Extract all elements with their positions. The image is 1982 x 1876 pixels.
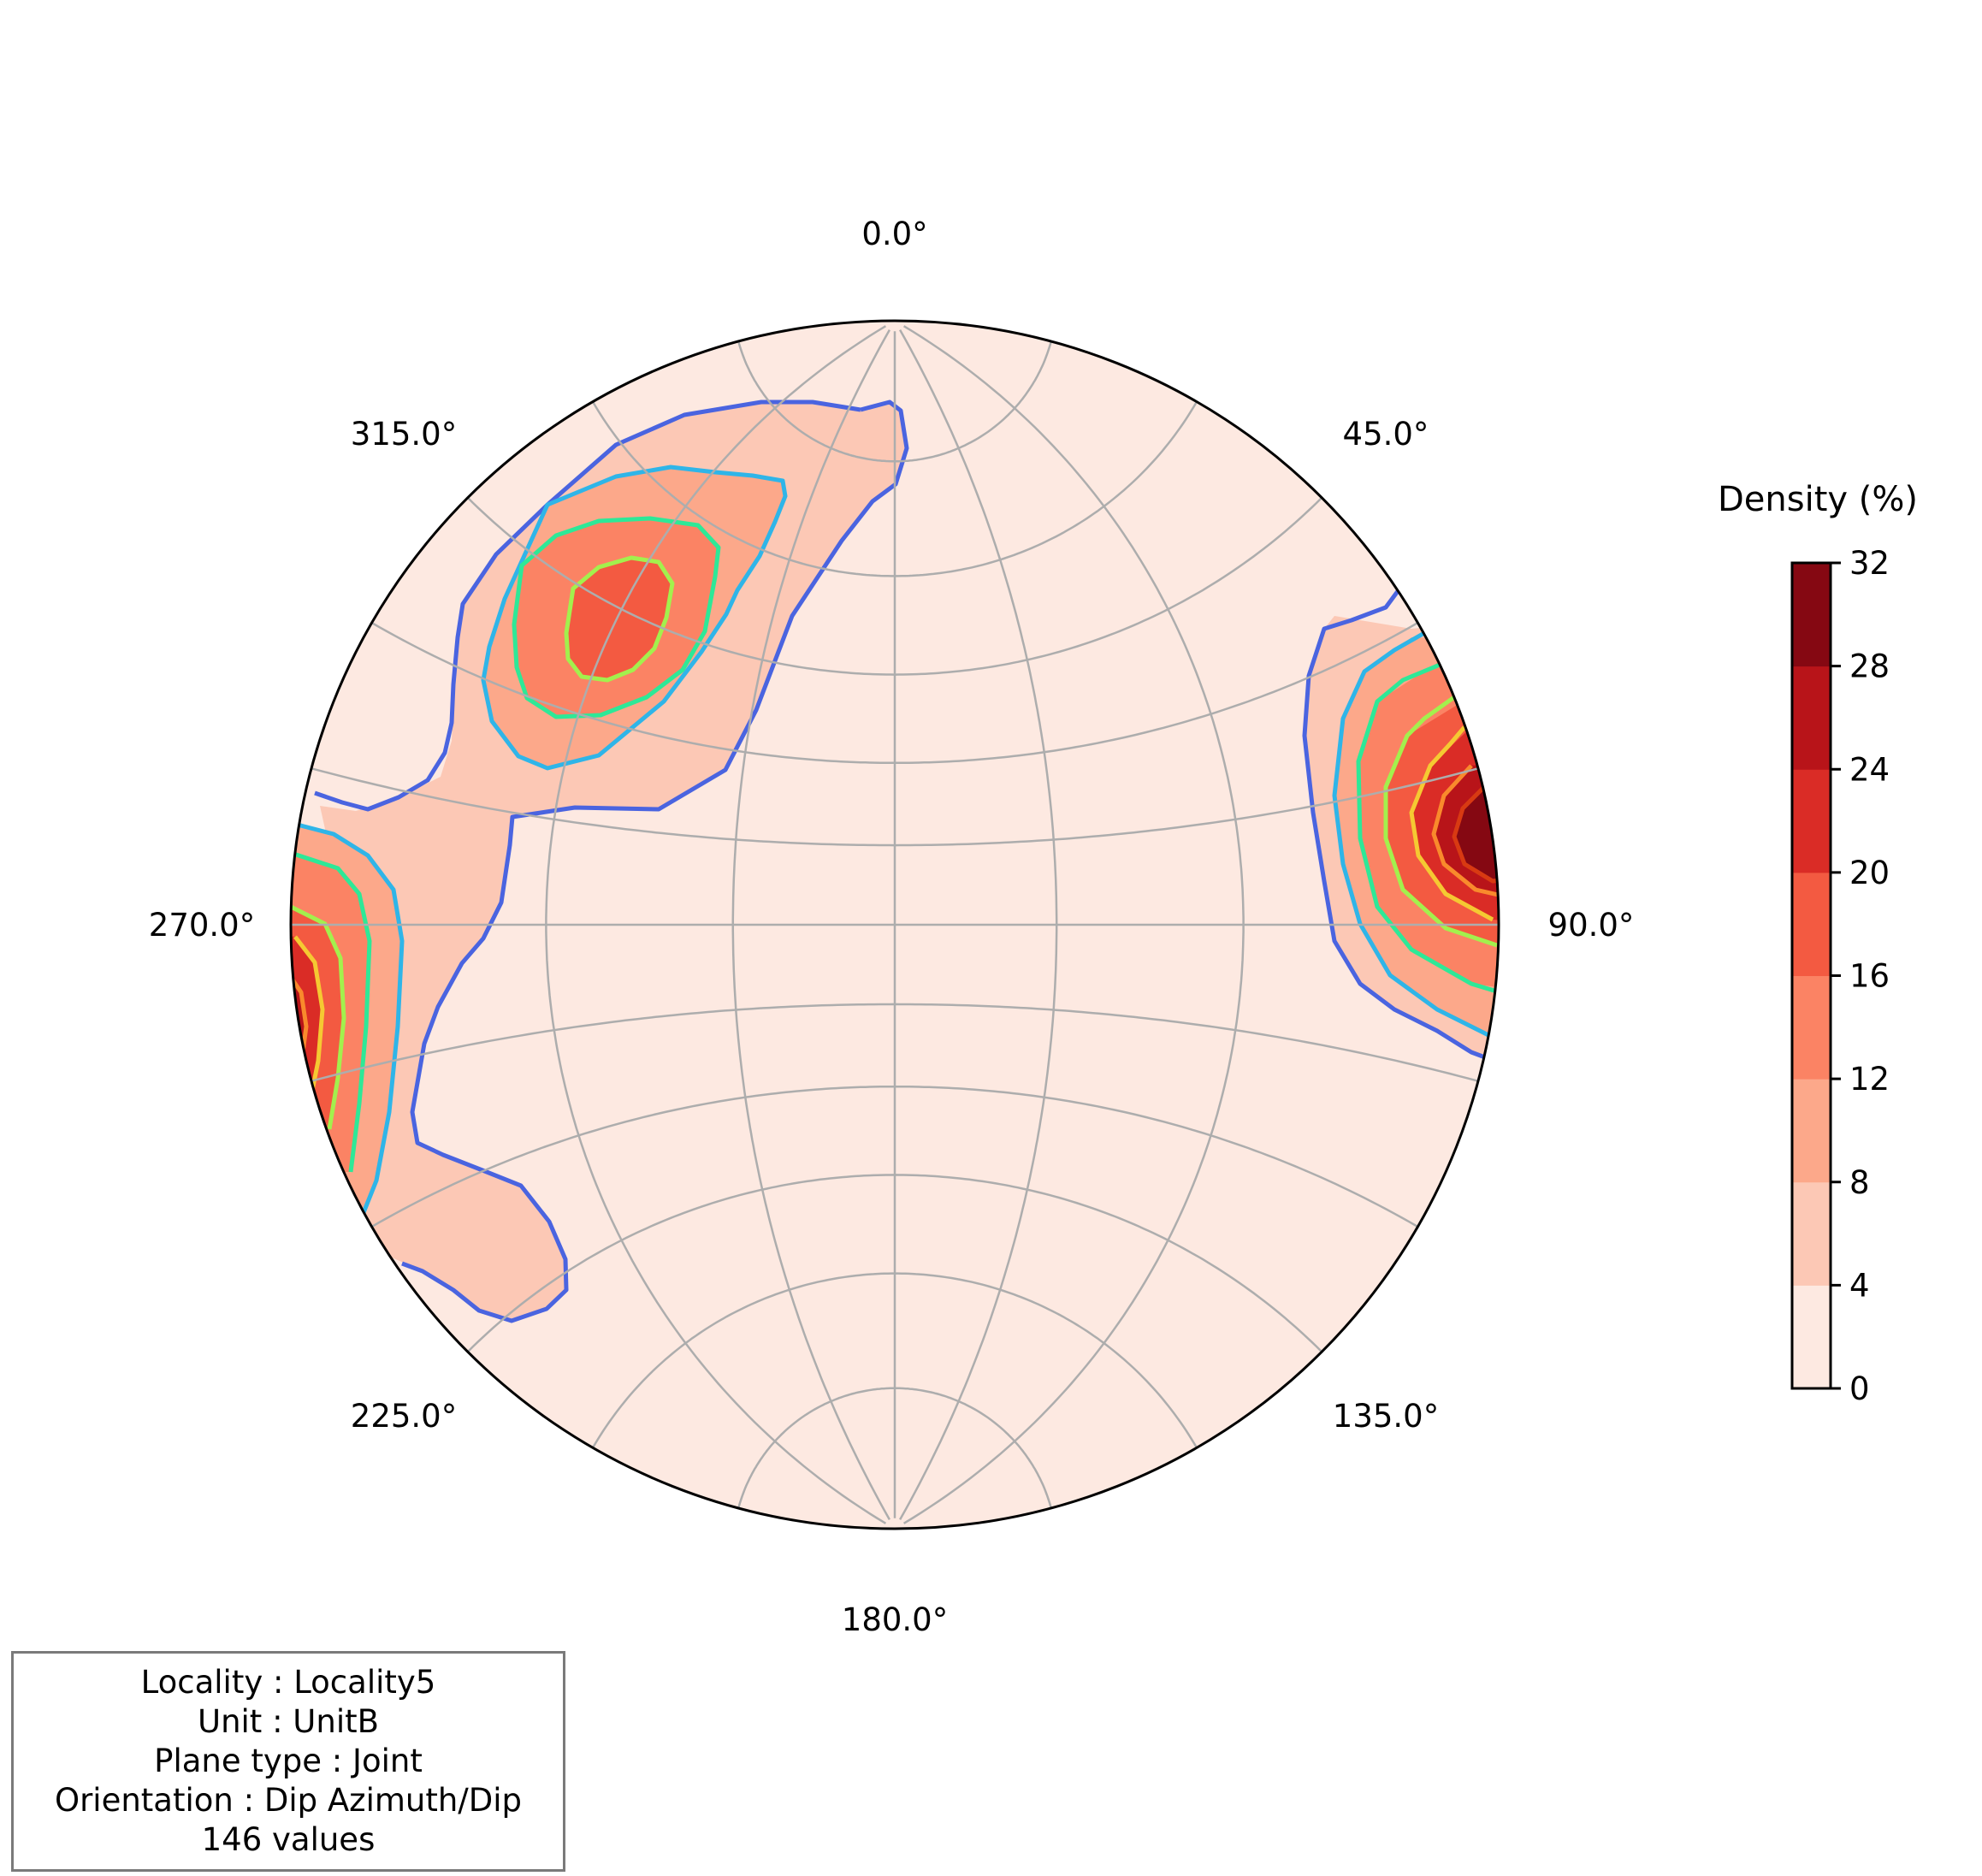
contour-line-east-level-12 xyxy=(1356,660,1499,997)
info-plane-type: Plane type : Joint xyxy=(154,1743,423,1779)
colorbar-tick-label: 32 xyxy=(1849,545,1890,582)
direction-label-180: 180.0° xyxy=(842,1601,948,1638)
direction-label-270: 270.0° xyxy=(149,907,255,944)
direction-label-90: 90.0° xyxy=(1548,907,1635,944)
colorbar-tick-label: 4 xyxy=(1849,1267,1870,1304)
grid-parallel xyxy=(737,340,1052,463)
colorbar-tick-label: 16 xyxy=(1849,958,1890,995)
colorbar-segment xyxy=(1792,563,1831,667)
colorbar-tick-label: 12 xyxy=(1849,1061,1890,1098)
grid-parallel xyxy=(591,1272,1198,1449)
direction-label-135: 135.0° xyxy=(1333,1398,1439,1435)
colorbar-ticks: 0 4 8 12 16 20 24 28 32 xyxy=(1831,545,1890,1407)
contour-line-west-level-8 xyxy=(291,820,405,1224)
stereonet-grid xyxy=(291,325,1499,1524)
contour-line-east-level-24 xyxy=(1431,764,1499,899)
grid-parallel xyxy=(311,767,1479,847)
contour-fill-nw-level-16 xyxy=(566,558,672,680)
contour-line-east-level-28 xyxy=(1452,785,1499,884)
colorbar-title: Density (%) xyxy=(1718,480,1918,519)
colorbar-segment xyxy=(1792,666,1831,770)
contour-line-nw-level-8 xyxy=(481,465,788,771)
contour-line-west-level-20 xyxy=(293,935,325,1104)
contour-line-east-level-8 xyxy=(1332,630,1490,1038)
colorbar-tick-label: 20 xyxy=(1849,855,1890,891)
contour-line-nw-level-4b xyxy=(314,399,861,812)
colorbar-segment xyxy=(1792,975,1831,1080)
colorbar-segment xyxy=(1792,872,1831,976)
colorbar-tick-label: 0 xyxy=(1849,1370,1870,1407)
grid-parallel xyxy=(737,1387,1052,1509)
colorbar: Density (%) 0 4 8 12 16 20 24 28 32 xyxy=(1718,480,1918,1407)
contour-line-east-level-4 xyxy=(1302,583,1499,1068)
info-orientation: Orientation : Dip Azimuth/Dip xyxy=(54,1782,523,1819)
contour-line-east-level-20 xyxy=(1409,725,1494,922)
contour-line-east-level-16 xyxy=(1383,695,1498,948)
colorbar-tick-label: 24 xyxy=(1849,751,1890,788)
info-unit: Unit : UnitB xyxy=(197,1703,379,1740)
contour-line-nw-level-4 xyxy=(401,399,909,1323)
contour-fill-nw-level-4 xyxy=(320,402,907,1321)
grid-parallel xyxy=(311,1003,1479,1082)
contour-line-nw-level-12 xyxy=(512,516,721,719)
info-count: 146 values xyxy=(201,1821,376,1858)
grid-parallel xyxy=(466,496,1323,676)
grid-parallel xyxy=(370,1085,1419,1228)
direction-label-45: 45.0° xyxy=(1343,416,1429,453)
colorbar-tick-label: 28 xyxy=(1849,648,1890,685)
grid-parallel xyxy=(591,400,1198,577)
direction-label-0: 0.0° xyxy=(861,216,927,252)
colorbar-segments xyxy=(1792,563,1831,1389)
primitive-circle xyxy=(289,319,1500,1530)
colorbar-tick-label: 8 xyxy=(1849,1164,1870,1201)
direction-label-225: 225.0° xyxy=(351,1398,457,1435)
colorbar-segment xyxy=(1792,1181,1831,1286)
direction-label-315: 315.0° xyxy=(351,416,457,453)
colorbar-segment xyxy=(1792,769,1831,873)
contour-line-west-level-16 xyxy=(291,904,346,1130)
contour-line-west-level-12 xyxy=(293,851,372,1173)
grid-parallel xyxy=(370,621,1419,765)
direction-labels: 0.0° 45.0° 90.0° 135.0° 180.0° 225.0° 27… xyxy=(149,216,1635,1638)
contour-line-nw-level-16 xyxy=(564,555,675,683)
info-locality: Locality : Locality5 xyxy=(140,1664,436,1701)
grid-parallel xyxy=(466,1174,1323,1353)
info-box: Locality : Locality5 Unit : UnitB Plane … xyxy=(11,1651,565,1872)
colorbar-segment xyxy=(1792,1079,1831,1183)
colorbar-segment xyxy=(1792,1285,1831,1389)
